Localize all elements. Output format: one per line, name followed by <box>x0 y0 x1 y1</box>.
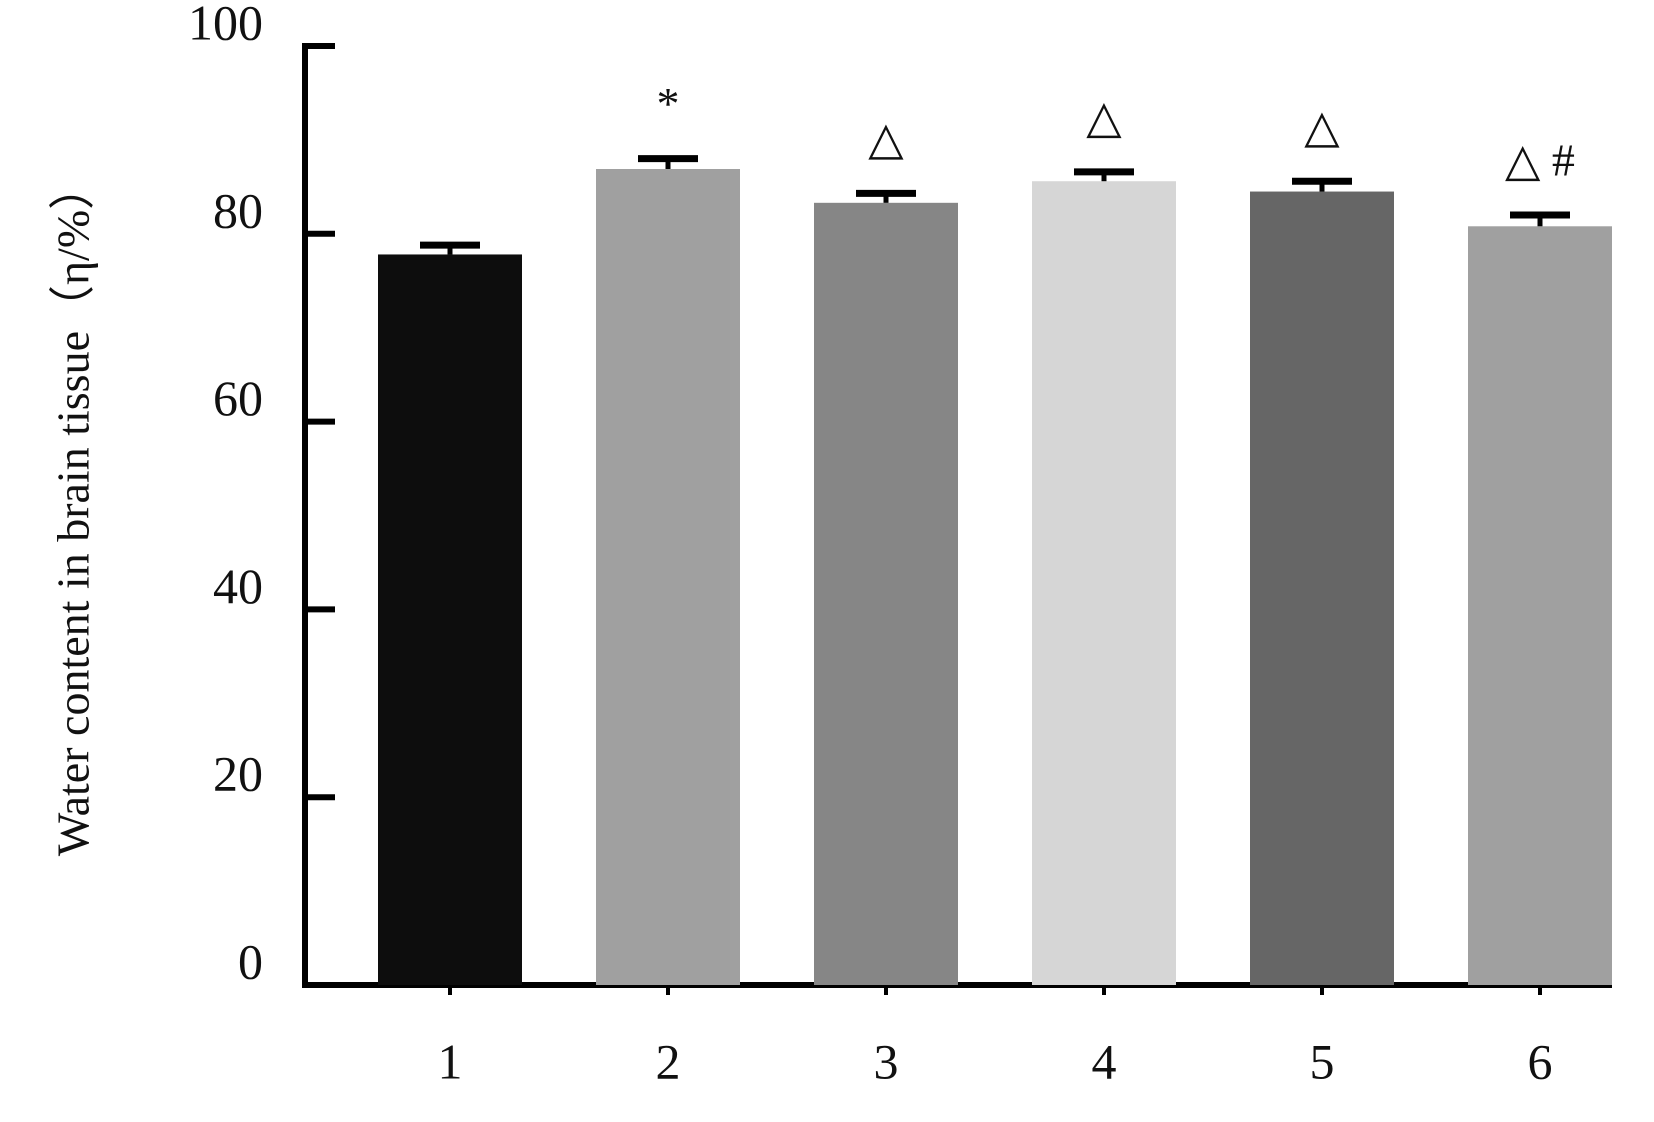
bar <box>596 169 740 985</box>
annotation: △ <box>1304 101 1340 152</box>
bar <box>1468 226 1612 986</box>
x-tick-label: 5 <box>1310 1033 1335 1089</box>
bar <box>1250 191 1394 986</box>
bar <box>378 254 522 985</box>
bar <box>1032 181 1176 985</box>
x-tick-label: 2 <box>656 1033 681 1089</box>
x-tick-label: 6 <box>1528 1033 1553 1089</box>
bar <box>814 202 958 986</box>
y-tick-label: 0 <box>238 933 263 989</box>
y-tick-label: 100 <box>188 0 263 50</box>
x-tick-label: 3 <box>874 1033 899 1089</box>
annotation: △ # <box>1505 135 1575 186</box>
y-tick-label: 20 <box>213 746 263 802</box>
y-axis-title: Water content in brain tissue（η/%） <box>48 164 99 856</box>
x-tick-label: 1 <box>438 1033 463 1089</box>
y-tick-label: 80 <box>213 182 263 238</box>
annotation: * <box>657 78 680 129</box>
y-tick-label: 60 <box>213 370 263 426</box>
x-tick-label: 4 <box>1092 1033 1117 1089</box>
y-tick-label: 40 <box>213 558 263 614</box>
annotation: △ <box>1086 91 1122 142</box>
annotation: △ <box>868 113 904 164</box>
